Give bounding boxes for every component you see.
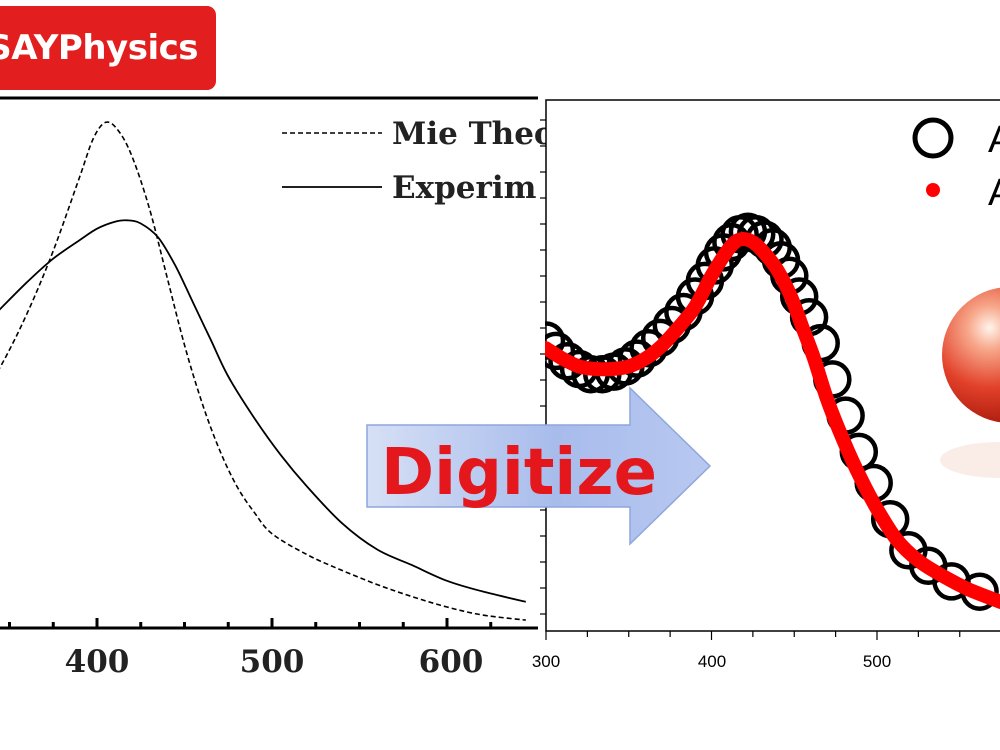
legend-experiment-label: Experim [392, 170, 537, 206]
nanoparticle-sphere [942, 287, 1000, 423]
right-chart-tick-labels: 300 400 500 [532, 652, 891, 671]
right-tick-label-300: 300 [532, 652, 560, 671]
legend-mie-label: Mie Theo [392, 116, 555, 152]
brand-badge: SAYPhysics [0, 6, 216, 90]
brand-label: SAYPhysics [0, 28, 198, 68]
experiment-line [0, 219, 527, 603]
right-tick-label-400: 400 [698, 652, 726, 671]
digitize-arrow: Digitize [366, 386, 712, 546]
legend-circle-marker [912, 117, 954, 159]
left-tick-label-600: 600 [419, 644, 484, 680]
legend-dot-label: A [988, 172, 1000, 214]
original-chart: Mie Theo Experim 400 500 600 [0, 96, 555, 680]
left-tick-label-500: 500 [240, 644, 305, 680]
right-tick-label-500: 500 [863, 652, 891, 671]
fit-curve [545, 231, 1000, 609]
digitized-chart: A A 300 400 500 [532, 99, 1000, 671]
left-chart-tick-labels: 400 500 600 [65, 644, 484, 680]
left-chart-legend: Mie Theo Experim [282, 116, 555, 206]
sphere-shadow [940, 442, 1000, 478]
left-chart-ticks [8, 618, 493, 628]
right-chart-legend: A A [912, 117, 1000, 214]
legend-circle-label: A [988, 119, 1000, 161]
legend-dot-marker [926, 183, 940, 197]
left-tick-label-400: 400 [65, 644, 130, 680]
arrow-shape [366, 386, 712, 546]
mie-theory-line [0, 121, 526, 621]
digitize-label: Digitize [381, 436, 657, 510]
digitized-point [545, 321, 566, 360]
